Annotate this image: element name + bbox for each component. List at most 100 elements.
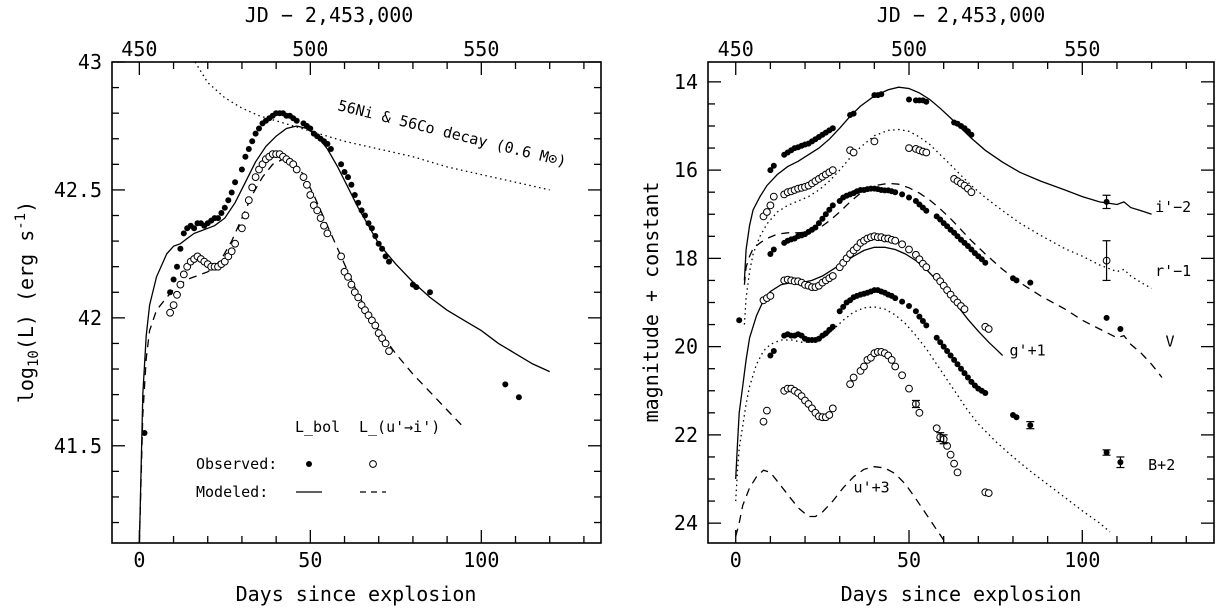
data-point (320, 221, 328, 230)
data-point (905, 245, 913, 254)
left-x-axis-title: Days since explosion (236, 582, 477, 606)
data-point (840, 303, 847, 310)
x-tick-label: 0 (730, 548, 742, 572)
data-point (982, 259, 989, 266)
data-point (829, 125, 836, 132)
right-band-labels: i'−2 r'−1 Vg'+1 B+2 u'+3 (854, 198, 1192, 496)
data-point (950, 459, 958, 468)
data-point (767, 251, 774, 257)
data-point (828, 272, 837, 280)
data-point (923, 322, 930, 329)
data-point (306, 191, 315, 199)
data-point (759, 417, 768, 426)
data-point (887, 356, 896, 364)
data-point (767, 352, 774, 359)
data-point (371, 321, 380, 330)
data-point (307, 125, 314, 132)
data-point (919, 318, 926, 324)
x-tick-label: 100 (1064, 548, 1100, 572)
left-data-points (141, 110, 522, 436)
data-point (179, 270, 188, 279)
data-point (812, 224, 819, 231)
data-point (958, 365, 964, 372)
data-point (345, 174, 351, 181)
data-point (170, 276, 177, 283)
model-curve-0-2 (138, 125, 550, 543)
data-point (368, 225, 375, 232)
data-point (232, 179, 239, 186)
data-point (968, 131, 975, 138)
data-point (238, 166, 245, 173)
data-point (984, 325, 993, 333)
data-point (1013, 277, 1020, 284)
data-point (944, 348, 951, 354)
x-tick-label: 50 (298, 548, 322, 572)
data-point (324, 140, 331, 147)
legend-modeled-label: Modeled: (196, 483, 268, 501)
data-point (381, 339, 390, 348)
top-tick-label: 450 (121, 37, 157, 61)
legend-open-marker (369, 460, 377, 468)
data-point (923, 98, 930, 105)
data-point (255, 165, 263, 174)
model-curve-1-4 (735, 306, 1111, 533)
band-label: u'+3 (854, 478, 890, 496)
data-point (849, 373, 858, 382)
data-point (251, 173, 260, 182)
data-point (176, 280, 185, 289)
y-tick-label: 24 (674, 511, 698, 535)
data-point (228, 189, 235, 196)
data-point (923, 207, 930, 214)
data-point (829, 202, 836, 209)
data-point (850, 110, 857, 117)
data-point (984, 489, 993, 498)
data-point (241, 211, 250, 220)
data-point (898, 240, 906, 249)
data-point (905, 144, 913, 153)
data-point (770, 162, 777, 169)
data-point (249, 138, 256, 145)
right-ticks: 0 50 100 450 500 550 14 16 18 20 22 24 (674, 37, 1214, 572)
data-point (313, 206, 322, 215)
left-plot-frame (111, 61, 602, 544)
data-point (502, 381, 509, 388)
data-point (892, 189, 899, 196)
x-tick-label: 100 (463, 548, 499, 572)
y-tick-label: 14 (674, 70, 698, 94)
x-tick-label: 0 (133, 548, 145, 572)
right-model-curves (735, 86, 1163, 543)
data-point (967, 188, 976, 197)
y-tick-label: 20 (674, 335, 698, 359)
data-point (899, 298, 906, 305)
data-point (169, 301, 178, 310)
right-top-axis-title: JD − 2,453,000 (877, 3, 1046, 27)
data-point (427, 289, 433, 296)
data-point (960, 305, 969, 314)
y-tick-label: 42 (78, 306, 102, 330)
data-point (362, 212, 368, 219)
band-label: g'+1 (1010, 341, 1046, 359)
data-point (770, 246, 777, 253)
data-point (365, 220, 372, 227)
right-data-points (736, 91, 1125, 498)
band-label: i'−2 (1155, 198, 1191, 216)
data-point (341, 169, 348, 175)
data-point (180, 230, 187, 237)
data-point (953, 468, 962, 477)
data-point (906, 194, 912, 201)
data-point (982, 390, 989, 396)
data-point (386, 258, 392, 265)
y-tick-label: 42.5 (54, 178, 102, 202)
band-label: V (1165, 333, 1174, 351)
data-point (819, 215, 826, 222)
data-point (825, 411, 834, 419)
data-point (915, 408, 924, 417)
data-point (372, 233, 379, 239)
data-point (826, 206, 833, 213)
data-point (347, 280, 356, 289)
data-point (933, 334, 940, 341)
data-point (515, 394, 522, 401)
data-point (174, 263, 180, 270)
data-point (878, 91, 885, 98)
data-point (316, 214, 325, 223)
